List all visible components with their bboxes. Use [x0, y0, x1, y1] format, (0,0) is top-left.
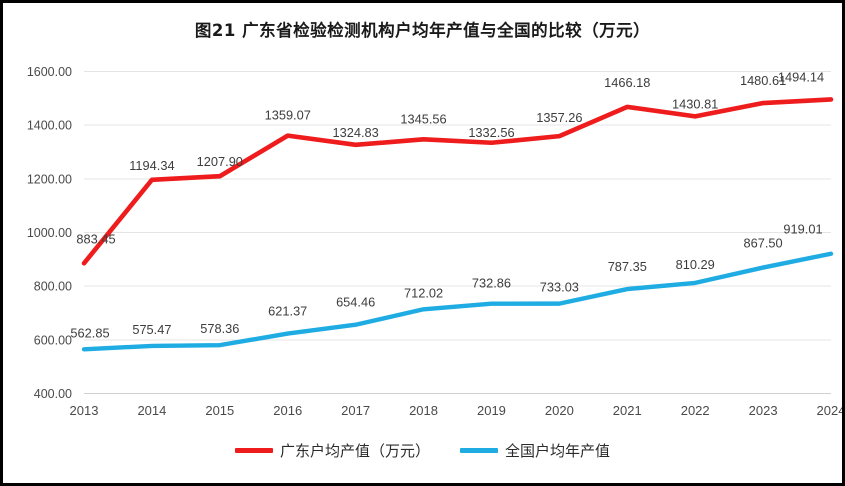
legend-label-guangdong: 广东户均产值（万元） [279, 442, 430, 460]
x-axis-tick-label: 2023 [749, 403, 778, 418]
x-axis-tick-label: 2019 [477, 403, 506, 418]
series-line-guangdong[interactable] [81, 97, 834, 266]
data-label: 1466.18 [604, 75, 650, 90]
legend-item-guangdong[interactable]: 广东户均产值（万元） [234, 440, 430, 461]
x-axis-tick-label: 2018 [409, 403, 438, 418]
plot-area: 1600.00 1400.00 1200.00 1000.00 800.00 600.00… [3, 3, 842, 483]
data-label: 883.45 [76, 231, 115, 246]
x-axis-tick-label: 2022 [681, 403, 710, 418]
data-label: 1324.83 [333, 125, 379, 140]
x-axis-tick-label: 2013 [70, 403, 99, 418]
data-label: 712.02 [404, 285, 443, 300]
data-label: 787.35 [608, 259, 647, 274]
data-label: 621.37 [268, 304, 307, 319]
data-label: 1207.90 [197, 154, 243, 169]
y-axis-tick-label: 1200.00 [27, 172, 72, 186]
legend-swatch-guangdong [234, 448, 273, 453]
data-label: 1357.26 [536, 110, 582, 125]
data-label: 1194.34 [129, 158, 174, 173]
y-axis-tick-label: 600.00 [34, 333, 72, 347]
x-axis-tick-label: 2017 [341, 403, 370, 418]
x-axis-tick-label: 2021 [613, 403, 642, 418]
data-label: 575.47 [132, 322, 171, 337]
x-axis-tick-label: 2016 [273, 403, 302, 418]
y-axis-tick-label: 1000.00 [27, 226, 72, 240]
x-axis-tick-label: 2024 [817, 403, 842, 418]
legend-label-national: 全国户均年产值 [505, 442, 611, 460]
data-label: 578.36 [200, 321, 239, 336]
data-label: 867.50 [744, 236, 783, 251]
line-chart-svg: 1600.00 1400.00 1200.00 1000.00 800.00 600.00… [27, 65, 842, 418]
data-label: 654.46 [336, 295, 375, 310]
data-label: 733.03 [540, 280, 579, 295]
x-axis-tick-label: 2015 [205, 403, 234, 418]
y-axis-tick-label: 800.00 [34, 280, 72, 294]
data-label: 1430.81 [672, 96, 718, 111]
data-label: 919.01 [783, 222, 822, 237]
chart-frame: 图21 广东省检验检测机构户均年产值与全国的比较（万元） 1600.00 1400… [3, 3, 842, 483]
data-label: 1359.07 [265, 108, 311, 123]
legend-swatch-national [460, 448, 498, 453]
data-label: 732.86 [472, 276, 511, 291]
x-axis-tick-label: 2014 [137, 403, 166, 418]
data-label: 1494.14 [778, 69, 824, 84]
y-axis-tick-label: 400.00 [34, 387, 72, 401]
data-label: 562.85 [70, 325, 109, 340]
x-axis-tick-label: 2020 [545, 403, 574, 418]
chart-legend: 广东户均产值（万元） 全国户均年产值 [3, 440, 842, 461]
data-label: 1345.56 [400, 111, 446, 126]
data-label: 810.29 [676, 257, 715, 272]
data-label: 1480.61 [740, 73, 786, 88]
series-line-national[interactable] [81, 251, 834, 352]
page-title: 图21 广东省检验检测机构户均年产值与全国的比较（万元） [194, 21, 651, 40]
data-label: 1332.56 [468, 125, 514, 140]
legend-item-national[interactable]: 全国户均年产值 [460, 440, 610, 461]
y-axis-tick-label: 1400.00 [27, 119, 72, 133]
y-axis-tick-label: 1600.00 [27, 65, 72, 79]
